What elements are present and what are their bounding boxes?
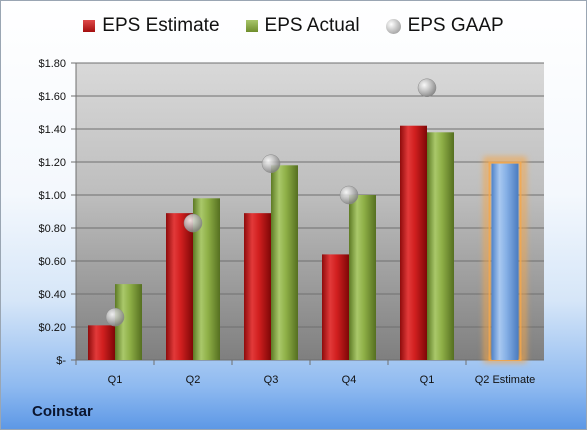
y-tick-label: $0.80 [38,223,66,235]
y-tick-label: $1.80 [38,58,66,70]
legend-label-eps-gaap: EPS GAAP [407,15,504,36]
bar-q2-estimate [491,163,519,360]
y-tick-label: $1.60 [38,91,66,103]
marker-eps-gaap [417,78,437,97]
marker-eps-gaap [261,154,281,173]
bar-eps-actual [349,195,376,360]
legend-item-eps-actual: EPS Actual [245,15,360,37]
legend-item-eps-gaap: EPS GAAP [385,15,504,37]
company-name: Coinstar [32,403,93,420]
legend-item-eps-estimate: EPS Estimate [83,15,220,37]
legend-label-eps-estimate: EPS Estimate [102,15,220,36]
x-tick-label: Q1 [420,374,435,386]
y-tick-label: $- [56,355,66,367]
legend-swatch-eps-actual [245,20,258,32]
y-tick-label: $0.60 [38,256,66,268]
x-tick-label: Q1 [108,374,123,386]
bar-eps-actual [271,165,298,360]
marker-eps-gaap [183,213,203,233]
y-tick-label: $1.00 [38,190,66,202]
x-tick-label: Q2 Estimate [475,374,536,386]
marker-eps-gaap [105,307,125,327]
y-tick-label: $1.40 [38,124,66,136]
x-tick-label: Q2 [186,374,201,386]
legend-swatch-eps-estimate [83,20,96,32]
legend: EPS Estimate EPS Actual EPS GAAP [1,15,586,37]
bar-eps-estimate [322,254,349,360]
y-tick-label: $1.20 [38,157,66,169]
legend-label-eps-actual: EPS Actual [264,15,360,36]
legend-swatch-eps-gaap [385,18,401,34]
bar-eps-estimate [166,213,193,360]
bar-eps-estimate [88,325,115,360]
bar-eps-estimate [244,213,271,360]
y-tick-label: $0.20 [38,322,66,334]
bar-eps-estimate [400,125,427,360]
marker-eps-gaap [339,185,359,205]
bar-eps-actual [427,132,454,360]
y-tick-label: $0.40 [38,289,66,301]
x-tick-label: Q3 [264,374,279,386]
x-tick-label: Q4 [342,374,357,386]
plot-area [76,63,544,360]
